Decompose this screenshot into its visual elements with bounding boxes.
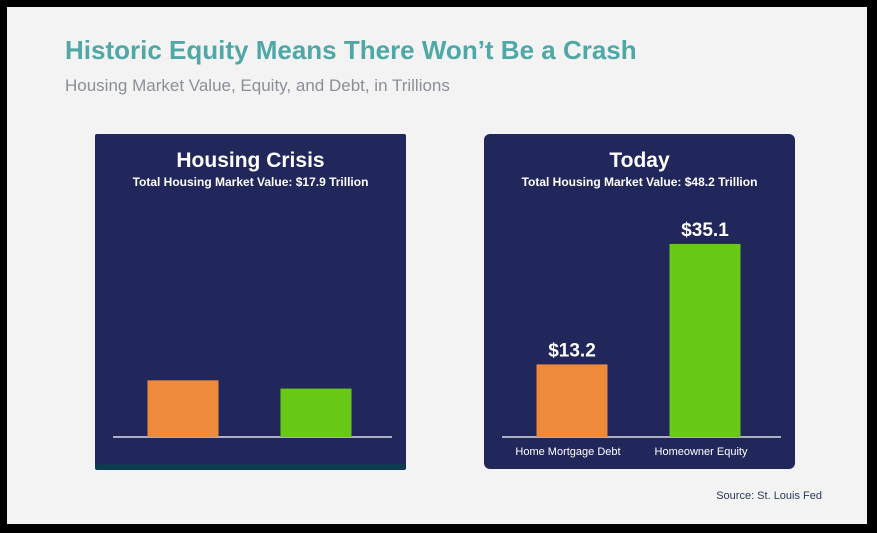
category-label: Homeowner Equity (655, 446, 748, 458)
bar-home-mortgage-debt (536, 364, 608, 437)
today-chart: $13.2 Home Mortgage Debt $35.1 Homeowner Eq… (502, 220, 781, 458)
page-title: Historic Equity Means There Won’t Be a C… (65, 35, 637, 65)
bar-home-mortgage-debt (147, 380, 219, 437)
panel-subtitle: Total Housing Market Value: $48.2 Trilli… (521, 175, 758, 189)
panel-title: Housing Crisis (176, 149, 325, 172)
value-label: $13.2 (548, 340, 596, 361)
bar-homeowner-equity (280, 388, 352, 437)
panel-subtitle: Total Housing Market Value: $17.9 Trilli… (132, 175, 369, 189)
housing-crisis-panel: Housing Crisis Total Housing Market Valu… (95, 134, 406, 470)
page-subtitle: Housing Market Value, Equity, and Debt, … (65, 76, 450, 95)
value-label: $35.1 (681, 220, 729, 241)
housing-crisis-chart (113, 380, 392, 438)
today-panel: Today Total Housing Market Value: $48.2 … (484, 134, 795, 469)
bar-homeowner-equity (669, 243, 741, 437)
slide: Historic Equity Means There Won’t Be a C… (7, 7, 867, 524)
panel-title: Today (609, 149, 670, 172)
source-note: Source: St. Louis Fed (716, 490, 822, 502)
category-label: Home Mortgage Debt (515, 446, 620, 458)
